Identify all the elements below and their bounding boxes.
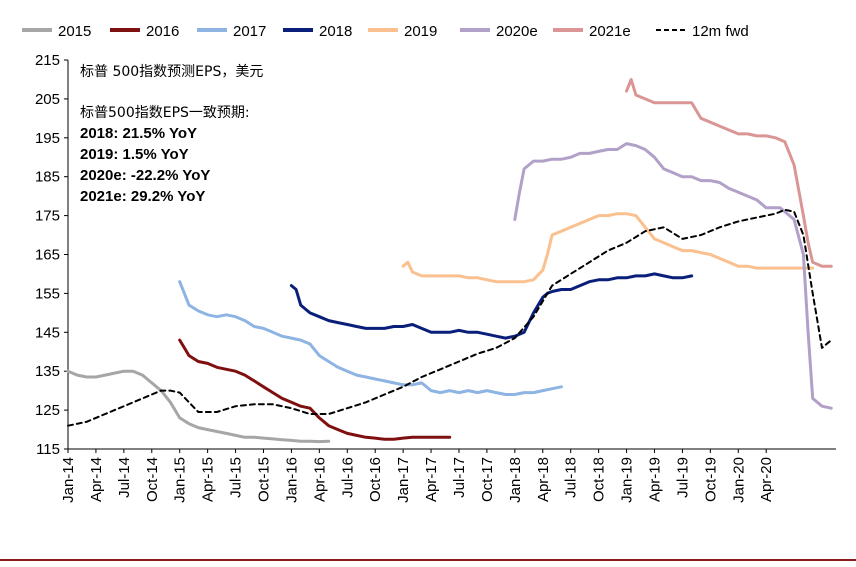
x-tick-label: Jul-16 (339, 457, 356, 498)
y-tick-label: 145 (35, 324, 60, 341)
x-tick-label: Jan-16 (283, 457, 300, 503)
series-line-2020e (513, 142, 833, 410)
series-line-2019 (401, 212, 815, 284)
legend-label: 2017 (233, 23, 266, 40)
x-tick-label: Jul-15 (228, 457, 245, 498)
x-tick-label: Jan-17 (395, 457, 412, 503)
x-tick-label: Apr-16 (311, 457, 328, 502)
y-tick-label: 195 (35, 130, 60, 147)
legend-label: 2021e (589, 23, 631, 40)
x-tick-label: Apr-15 (200, 457, 217, 502)
annotation-2020e: 2020e: -22.2% YoY (80, 167, 210, 184)
x-tick-label: Jan-20 (730, 457, 747, 503)
annotation-2021e: 2021e: 29.2% YoY (80, 188, 205, 205)
legend-label: 12m fwd (692, 23, 749, 40)
x-tick-label: Jan-18 (507, 457, 524, 503)
x-tick-label: Jan-19 (619, 457, 636, 503)
y-tick-label: 115 (36, 441, 60, 458)
x-tick-label: Jul-17 (451, 457, 468, 498)
series-line-2015 (66, 369, 331, 444)
annotation-block: 标普 500指数预测EPS，美元 标普500指数EPS一致预期: 2018: 2… (80, 64, 263, 205)
y-tick-label: 185 (35, 169, 60, 186)
legend-label: 2015 (58, 23, 91, 40)
y-tick-label: 125 (35, 402, 60, 419)
x-tick-label: Oct-15 (255, 457, 272, 502)
y-tick-label: 155 (35, 285, 60, 302)
legend-label: 2019 (404, 23, 437, 40)
x-tick-label: Jan-15 (172, 457, 189, 503)
series-line-2018 (289, 272, 694, 340)
x-tick-label: Jul-14 (116, 457, 133, 498)
x-tick-label: Oct-16 (367, 457, 384, 502)
x-tick-label: Oct-18 (591, 457, 608, 502)
legend-label: 2016 (146, 23, 179, 40)
x-tick-label: Apr-14 (88, 457, 105, 502)
y-tick-label: 215 (35, 52, 60, 69)
y-tick-label: 205 (35, 91, 60, 108)
annotation-2019: 2019: 1.5% YoY (80, 146, 189, 163)
y-tick-label: 165 (35, 247, 60, 264)
x-tick-label: Apr-17 (423, 457, 440, 502)
legend-label: 2018 (319, 23, 352, 40)
x-tick-label: Apr-18 (535, 457, 552, 502)
annotation-2018: 2018: 21.5% YoY (80, 125, 197, 142)
series-line-12m-fwd (67, 208, 833, 427)
x-tick-label: Oct-19 (702, 457, 719, 502)
x-tick-label: Jan-14 (60, 457, 77, 503)
series-layer (66, 78, 833, 444)
x-tick-label: Apr-19 (646, 457, 663, 502)
x-tick-label: Apr-20 (758, 457, 775, 502)
y-tick-label: 135 (35, 363, 60, 380)
y-tick-label: 175 (35, 208, 60, 225)
x-tick-label: Jul-18 (563, 457, 580, 498)
annotation-title: 标普 500指数预测EPS，美元 (80, 64, 263, 80)
bottom-rule (0, 559, 856, 561)
annotation-subtitle: 标普500指数EPS一致预期: (80, 105, 250, 121)
x-tick-label: Oct-17 (479, 457, 496, 502)
series-line-2021e (625, 78, 833, 268)
x-tick-label: Oct-14 (144, 457, 161, 502)
legend-label: 2020e (496, 23, 538, 40)
axes: 115 125 135 145 155 165 175 185 195 205 215 Jan-14 A… (35, 52, 836, 503)
x-tick-label: Jul-19 (674, 457, 691, 498)
series-line-2016 (178, 338, 452, 441)
series-line-2017 (178, 280, 563, 396)
legend: 2015 2016 2017 2018 2019 2020e 2021e 12m fwd (22, 23, 749, 40)
